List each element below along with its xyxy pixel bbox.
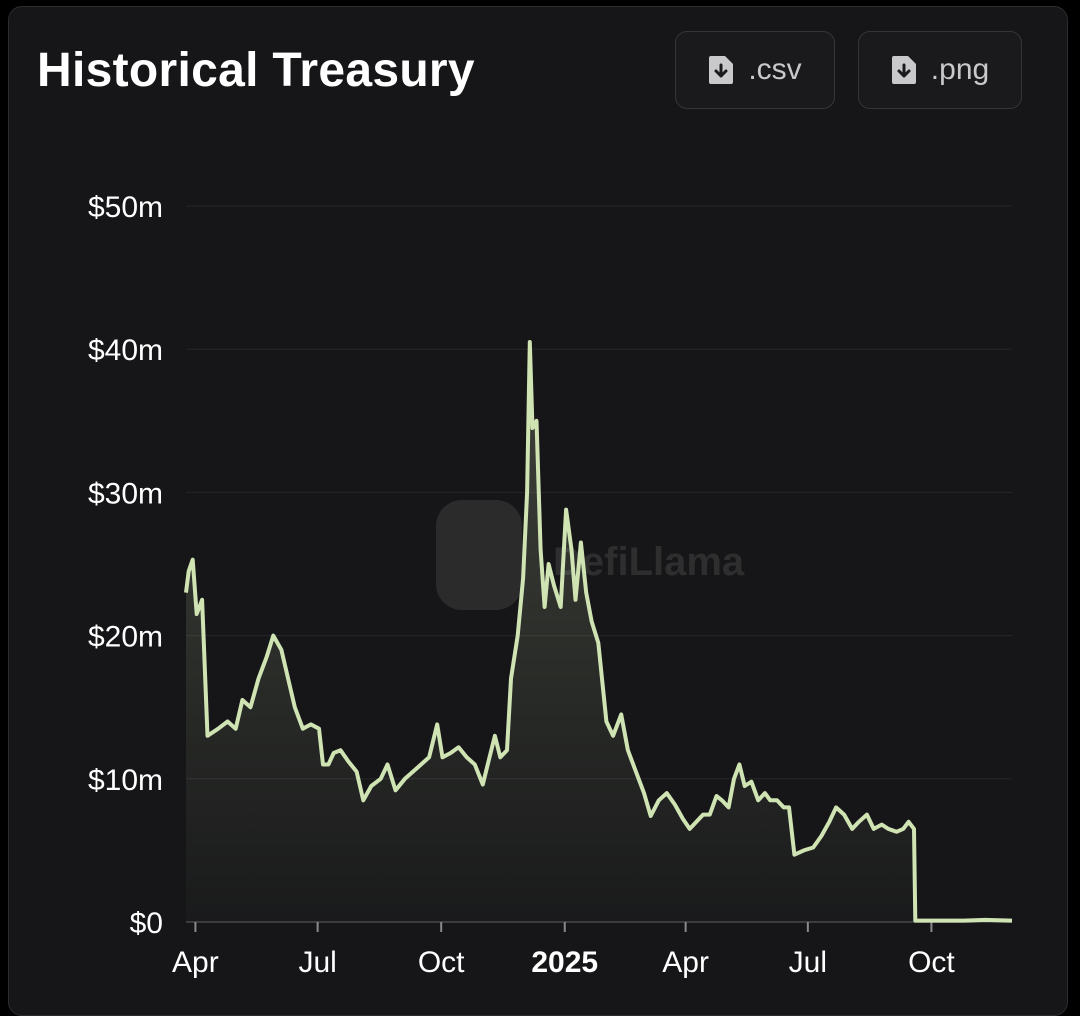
- download-csv-label: .csv: [748, 53, 802, 86]
- x-tick-label: Apr: [662, 946, 709, 979]
- defillama-watermark: DefiLlama: [436, 500, 745, 610]
- x-tick-label: Apr: [172, 946, 219, 979]
- x-tick-label: Oct: [418, 946, 465, 979]
- treasury-line: [184, 340, 1013, 923]
- card-title: Historical Treasury: [37, 44, 475, 97]
- y-tick-label: $40m: [88, 334, 163, 367]
- download-png-label: .png: [930, 53, 990, 86]
- y-tick-label: $0: [130, 907, 163, 940]
- y-tick-label: $30m: [88, 477, 163, 510]
- download-png-button[interactable]: .png: [858, 31, 1022, 109]
- file-download-icon: [709, 56, 734, 84]
- treasury-area: [186, 342, 1012, 922]
- x-tick-label: Oct: [908, 946, 955, 979]
- x-tick-label: Jul: [789, 946, 827, 979]
- x-tick-label: Jul: [298, 946, 336, 979]
- watermark-logo-icon: [436, 500, 522, 610]
- y-tick-label: $20m: [88, 621, 163, 654]
- download-csv-button[interactable]: .csv: [675, 31, 835, 109]
- y-axis: $0 $10m $20m $30m $40m $50m: [88, 191, 163, 940]
- x-tick-label: 2025: [531, 946, 598, 979]
- y-tick-label: $10m: [88, 764, 163, 797]
- y-tick-label: $50m: [88, 191, 163, 224]
- x-axis: Apr Jul Oct 2025 Apr Jul Oct: [172, 922, 955, 979]
- file-download-icon: [891, 56, 916, 84]
